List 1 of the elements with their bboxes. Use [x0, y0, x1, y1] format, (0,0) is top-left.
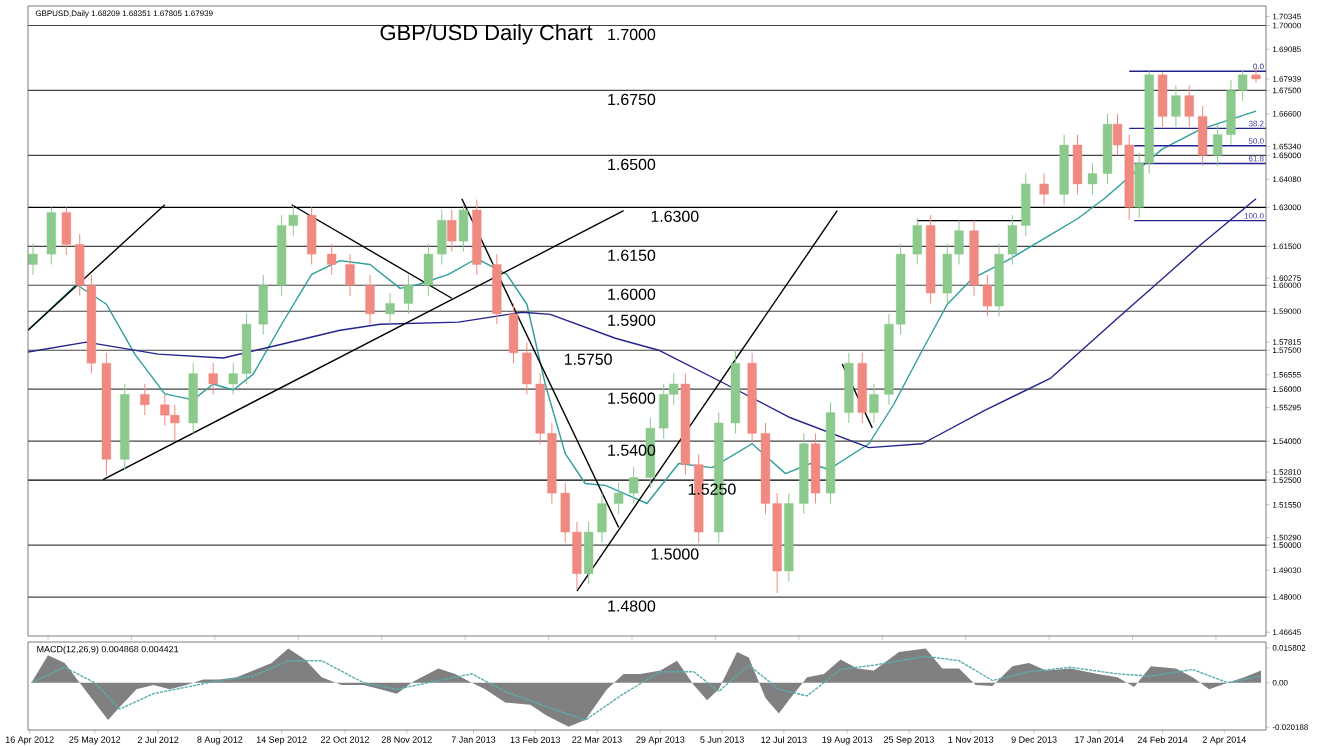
text: GBP/USD Daily Chart [380, 24, 593, 45]
